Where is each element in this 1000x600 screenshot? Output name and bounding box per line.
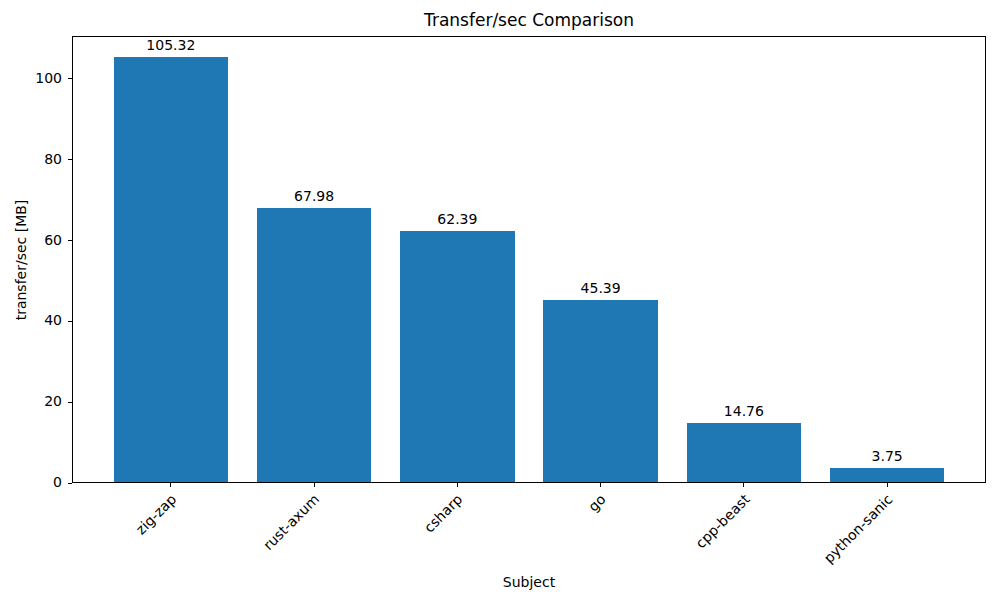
y-tick-label: 80 — [22, 151, 62, 167]
x-tick-mark — [743, 483, 744, 487]
x-tick-label: zig-zap — [133, 491, 180, 538]
y-tick-label: 0 — [22, 474, 62, 490]
x-tick-label: csharp — [421, 491, 466, 536]
bar-rust-axum — [257, 208, 372, 483]
x-tick-mark — [600, 483, 601, 487]
y-tick-mark — [68, 483, 72, 484]
y-tick-mark — [68, 240, 72, 241]
y-tick-mark — [68, 159, 72, 160]
bar-go — [543, 300, 658, 483]
y-tick-mark — [68, 402, 72, 403]
x-tick-mark — [457, 483, 458, 487]
bar-value-label: 45.39 — [556, 280, 646, 296]
y-tick-mark — [68, 78, 72, 79]
x-tick-mark — [170, 483, 171, 487]
x-tick-mark — [887, 483, 888, 487]
bar-zig-zap — [114, 57, 229, 483]
x-tick-label: go — [585, 491, 609, 515]
bar-value-label: 67.98 — [269, 188, 359, 204]
x-axis-label: Subject — [72, 574, 986, 590]
chart-title: Transfer/sec Comparison — [72, 10, 986, 30]
figure: Transfer/sec Comparison transfer/sec [MB… — [0, 0, 1000, 600]
y-tick-label: 60 — [22, 232, 62, 248]
bar-csharp — [400, 231, 515, 483]
bar-value-label: 105.32 — [126, 37, 216, 53]
bar-value-label: 62.39 — [412, 211, 502, 227]
bar-value-label: 14.76 — [699, 403, 789, 419]
y-axis-label: transfer/sec [MB] — [13, 200, 29, 321]
x-tick-label: cpp-beast — [692, 491, 752, 551]
y-tick-label: 100 — [22, 70, 62, 86]
y-tick-mark — [68, 321, 72, 322]
x-tick-label: rust-axum — [260, 491, 322, 553]
x-tick-label: python-sanic — [820, 491, 895, 566]
bar-cpp-beast — [687, 423, 802, 483]
x-tick-mark — [314, 483, 315, 487]
y-tick-label: 20 — [22, 393, 62, 409]
bar-value-label: 3.75 — [842, 448, 932, 464]
bar-python-sanic — [830, 468, 945, 483]
y-tick-label: 40 — [22, 312, 62, 328]
